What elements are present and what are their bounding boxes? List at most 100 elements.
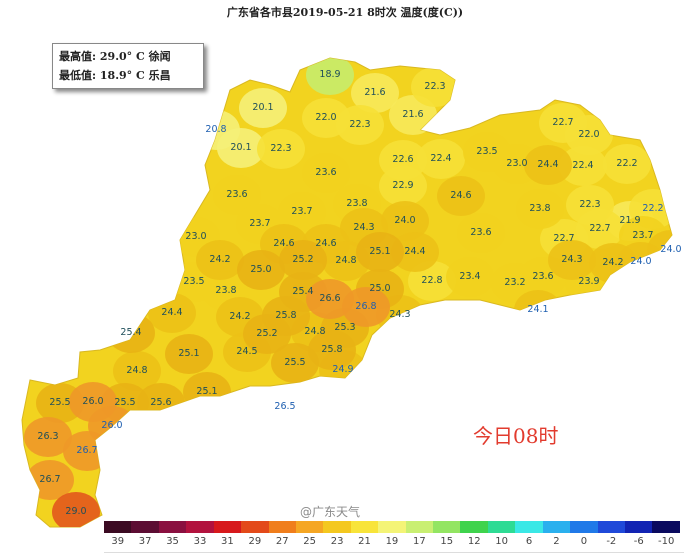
station-temperature-label: 25.3 [334, 322, 355, 333]
station-temperature-label: 20.1 [252, 102, 273, 113]
station-temperature-label: 22.8 [421, 275, 442, 286]
station-temperature-label: 24.0 [394, 215, 415, 226]
station-temperature-label: 23.4 [459, 271, 480, 282]
station-color-area [417, 139, 465, 179]
station-temperature-label: 26.3 [37, 431, 58, 442]
legend-color-swatch [542, 521, 571, 533]
station-temperature-label: 25.1 [196, 386, 217, 397]
station-temperature-label: 25.0 [250, 264, 271, 275]
station-temperature-label: 25.4 [120, 327, 141, 338]
legend-color-swatch [597, 521, 626, 533]
station-temperature-label: 25.8 [321, 344, 342, 355]
legend-tick-label: 17 [412, 536, 426, 547]
station-color-area [308, 330, 356, 370]
station-temperature-label: 23.8 [346, 198, 367, 209]
station-temperature-label: 23.8 [529, 203, 550, 214]
legend-color-swatch [350, 521, 379, 533]
station-color-area [306, 279, 354, 319]
station-temperature-label: 21.9 [619, 215, 640, 226]
station-temperature-label: 25.5 [49, 397, 70, 408]
map-title: 广东省各市县2019-05-21 8时次 温度(度(C)) [226, 6, 464, 19]
legend-color-swatch [268, 521, 296, 533]
station-temperature-label: 24.0 [660, 244, 681, 255]
station-temperature-label: 20.1 [230, 142, 251, 153]
station-color-area [257, 129, 305, 169]
station-temperature-label: 24.6 [273, 238, 294, 249]
station-color-area [262, 296, 310, 336]
station-temperature-label: 24.2 [229, 311, 250, 322]
station-temperature-label: 20.8 [205, 124, 226, 135]
station-temperature-label: 22.7 [589, 223, 610, 234]
station-color-area [52, 492, 100, 527]
station-color-area [381, 201, 429, 241]
station-temperature-label: 24.6 [450, 190, 471, 201]
station-temperature-label: 23.6 [470, 227, 491, 238]
station-color-area [576, 209, 624, 249]
legend-tick-label: 19 [385, 536, 399, 547]
min-value-line: 最低值: 18.9° C 乐昌 [59, 69, 171, 82]
station-color-area [278, 192, 326, 232]
station-color-area [516, 189, 564, 229]
legend-tick-label: 29 [248, 536, 262, 547]
station-color-area [336, 105, 384, 145]
station-temperature-label: 18.9 [319, 69, 340, 80]
legend-color-swatch [378, 521, 406, 533]
station-color-area [306, 58, 354, 95]
legend-color-swatch [131, 521, 159, 533]
station-temperature-label: 26.6 [319, 293, 340, 304]
station-color-area [237, 250, 285, 290]
station-color-area [457, 213, 505, 253]
station-color-area [342, 287, 390, 327]
station-temperature-label: 25.2 [256, 328, 277, 339]
legend-color-swatch [104, 521, 132, 533]
station-color-area [271, 343, 319, 383]
station-temperature-label: 22.2 [616, 158, 637, 169]
legend-color-swatch [460, 521, 488, 533]
legend-tick-label: 33 [193, 536, 207, 547]
station-temperature-label: 24.5 [236, 346, 257, 357]
station-temperature-label: 22.7 [552, 117, 573, 128]
station-temperature-label: 22.4 [572, 160, 593, 171]
station-color-area [165, 334, 213, 374]
station-temperature-label: 26.7 [76, 445, 97, 456]
station-temperature-label: 24.0 [630, 256, 651, 267]
legend-tick-label: 15 [440, 536, 454, 547]
legend-color-swatch [515, 521, 543, 533]
station-temperature-label: 24.9 [332, 364, 353, 375]
station-color-area [24, 417, 72, 457]
station-color-area [239, 88, 287, 128]
station-temperature-label: 21.6 [364, 87, 385, 98]
station-temperature-label: 22.7 [553, 233, 574, 244]
legend-color-swatch [158, 521, 187, 533]
legend-color-swatch [323, 521, 351, 533]
station-temperature-label: 25.2 [292, 254, 313, 265]
legend-color-swatch [433, 521, 461, 533]
station-temperature-label: 25.5 [284, 357, 305, 368]
station-color-area [113, 351, 161, 391]
legend-tick-label: -6 [633, 536, 644, 547]
legend-tick-label: 12 [467, 536, 481, 547]
station-color-area [559, 146, 607, 186]
legend-tick-label: -2 [606, 536, 617, 547]
station-temperature-label: 25.0 [369, 283, 390, 294]
station-temperature-label: 26.0 [101, 420, 122, 431]
station-temperature-label: 23.2 [504, 277, 525, 288]
station-temperature-label: 22.9 [392, 180, 413, 191]
legend-color-swatch [241, 521, 269, 533]
station-temperature-label: 24.8 [126, 365, 147, 376]
station-temperature-label: 24.4 [537, 159, 558, 170]
station-color-area [351, 73, 399, 113]
legend-color-swatch [570, 521, 598, 533]
station-temperature-label: 25.1 [178, 348, 199, 359]
station-temperature-label: 23.9 [578, 276, 599, 287]
legend-color-swatch [213, 521, 242, 533]
station-color-area [548, 240, 596, 280]
station-temperature-label: 26.7 [39, 474, 60, 485]
legend-color-swatch [487, 521, 516, 533]
legend-tick-label: 27 [275, 536, 289, 547]
station-color-area [437, 176, 485, 216]
station-color-area [446, 257, 494, 297]
station-color-area [539, 103, 587, 143]
station-temperature-label: 23.8 [215, 285, 236, 296]
